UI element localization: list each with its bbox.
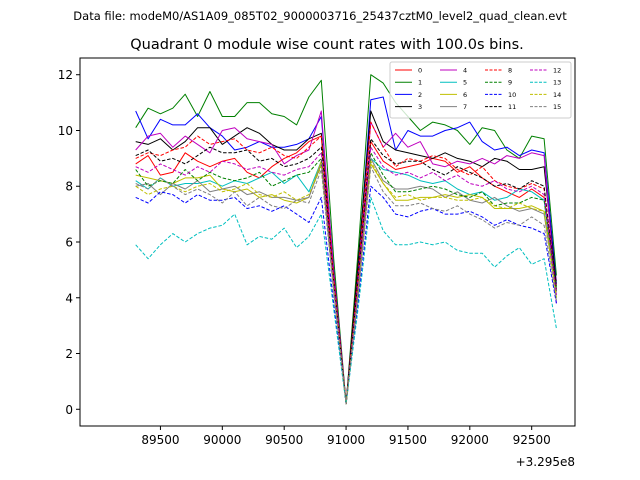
series-line-1 <box>135 74 557 405</box>
chart-title: Quadrant 0 module wise count rates with … <box>130 37 524 53</box>
series-line-0 <box>135 135 557 405</box>
series-line-9 <box>135 152 557 405</box>
legend-label-15: 15 <box>553 103 561 111</box>
legend-label-10: 10 <box>508 91 516 99</box>
legend-label-5: 5 <box>463 79 467 87</box>
legend-label-4: 4 <box>463 66 467 74</box>
x-tick-label: 89500 <box>141 433 179 447</box>
legend-label-0: 0 <box>418 66 422 74</box>
legend-label-2: 2 <box>418 91 422 99</box>
legend-label-7: 7 <box>463 103 467 111</box>
series-line-15 <box>135 166 557 405</box>
y-tick-label: 2 <box>65 347 73 361</box>
x-axis: 89500 90000 90500 91000 91500 92000 92500 <box>141 426 551 447</box>
legend-label-3: 3 <box>418 103 422 111</box>
legend-label-8: 8 <box>508 66 512 74</box>
series-line-3 <box>135 110 557 405</box>
y-tick-label: 12 <box>58 68 73 82</box>
y-tick-label: 8 <box>65 180 73 194</box>
legend-label-11: 11 <box>508 103 516 111</box>
series-line-8 <box>135 121 557 405</box>
y-tick-label: 0 <box>65 403 73 417</box>
x-offset-label: +3.295e8 <box>516 455 575 469</box>
x-tick-label: 91000 <box>327 433 365 447</box>
x-tick-label: 91500 <box>389 433 427 447</box>
series-line-11 <box>135 138 557 405</box>
x-tick-label: 92500 <box>513 433 551 447</box>
y-tick-label: 4 <box>65 291 73 305</box>
legend-label-12: 12 <box>553 66 561 74</box>
y-tick-label: 6 <box>65 236 73 250</box>
data-file-caption: Data file: modeM0/AS1A09_085T02_90000037… <box>73 9 567 23</box>
series-line-10 <box>135 185 557 405</box>
legend-box <box>389 61 572 119</box>
legend-label-1: 1 <box>418 79 422 87</box>
series-layer <box>135 74 557 405</box>
y-tick-label: 10 <box>58 124 73 138</box>
series-line-2 <box>135 96 557 405</box>
legend-label-14: 14 <box>553 91 561 99</box>
series-line-4 <box>135 110 557 405</box>
legend-label-9: 9 <box>508 79 512 87</box>
y-axis: 0 2 4 6 8 10 12 <box>58 68 80 417</box>
x-tick-label: 90000 <box>203 433 241 447</box>
series-line-13 <box>135 196 557 405</box>
legend-label-6: 6 <box>463 91 467 99</box>
x-tick-label: 90500 <box>265 433 303 447</box>
x-tick-label: 92000 <box>451 433 489 447</box>
legend-label-13: 13 <box>553 79 561 87</box>
